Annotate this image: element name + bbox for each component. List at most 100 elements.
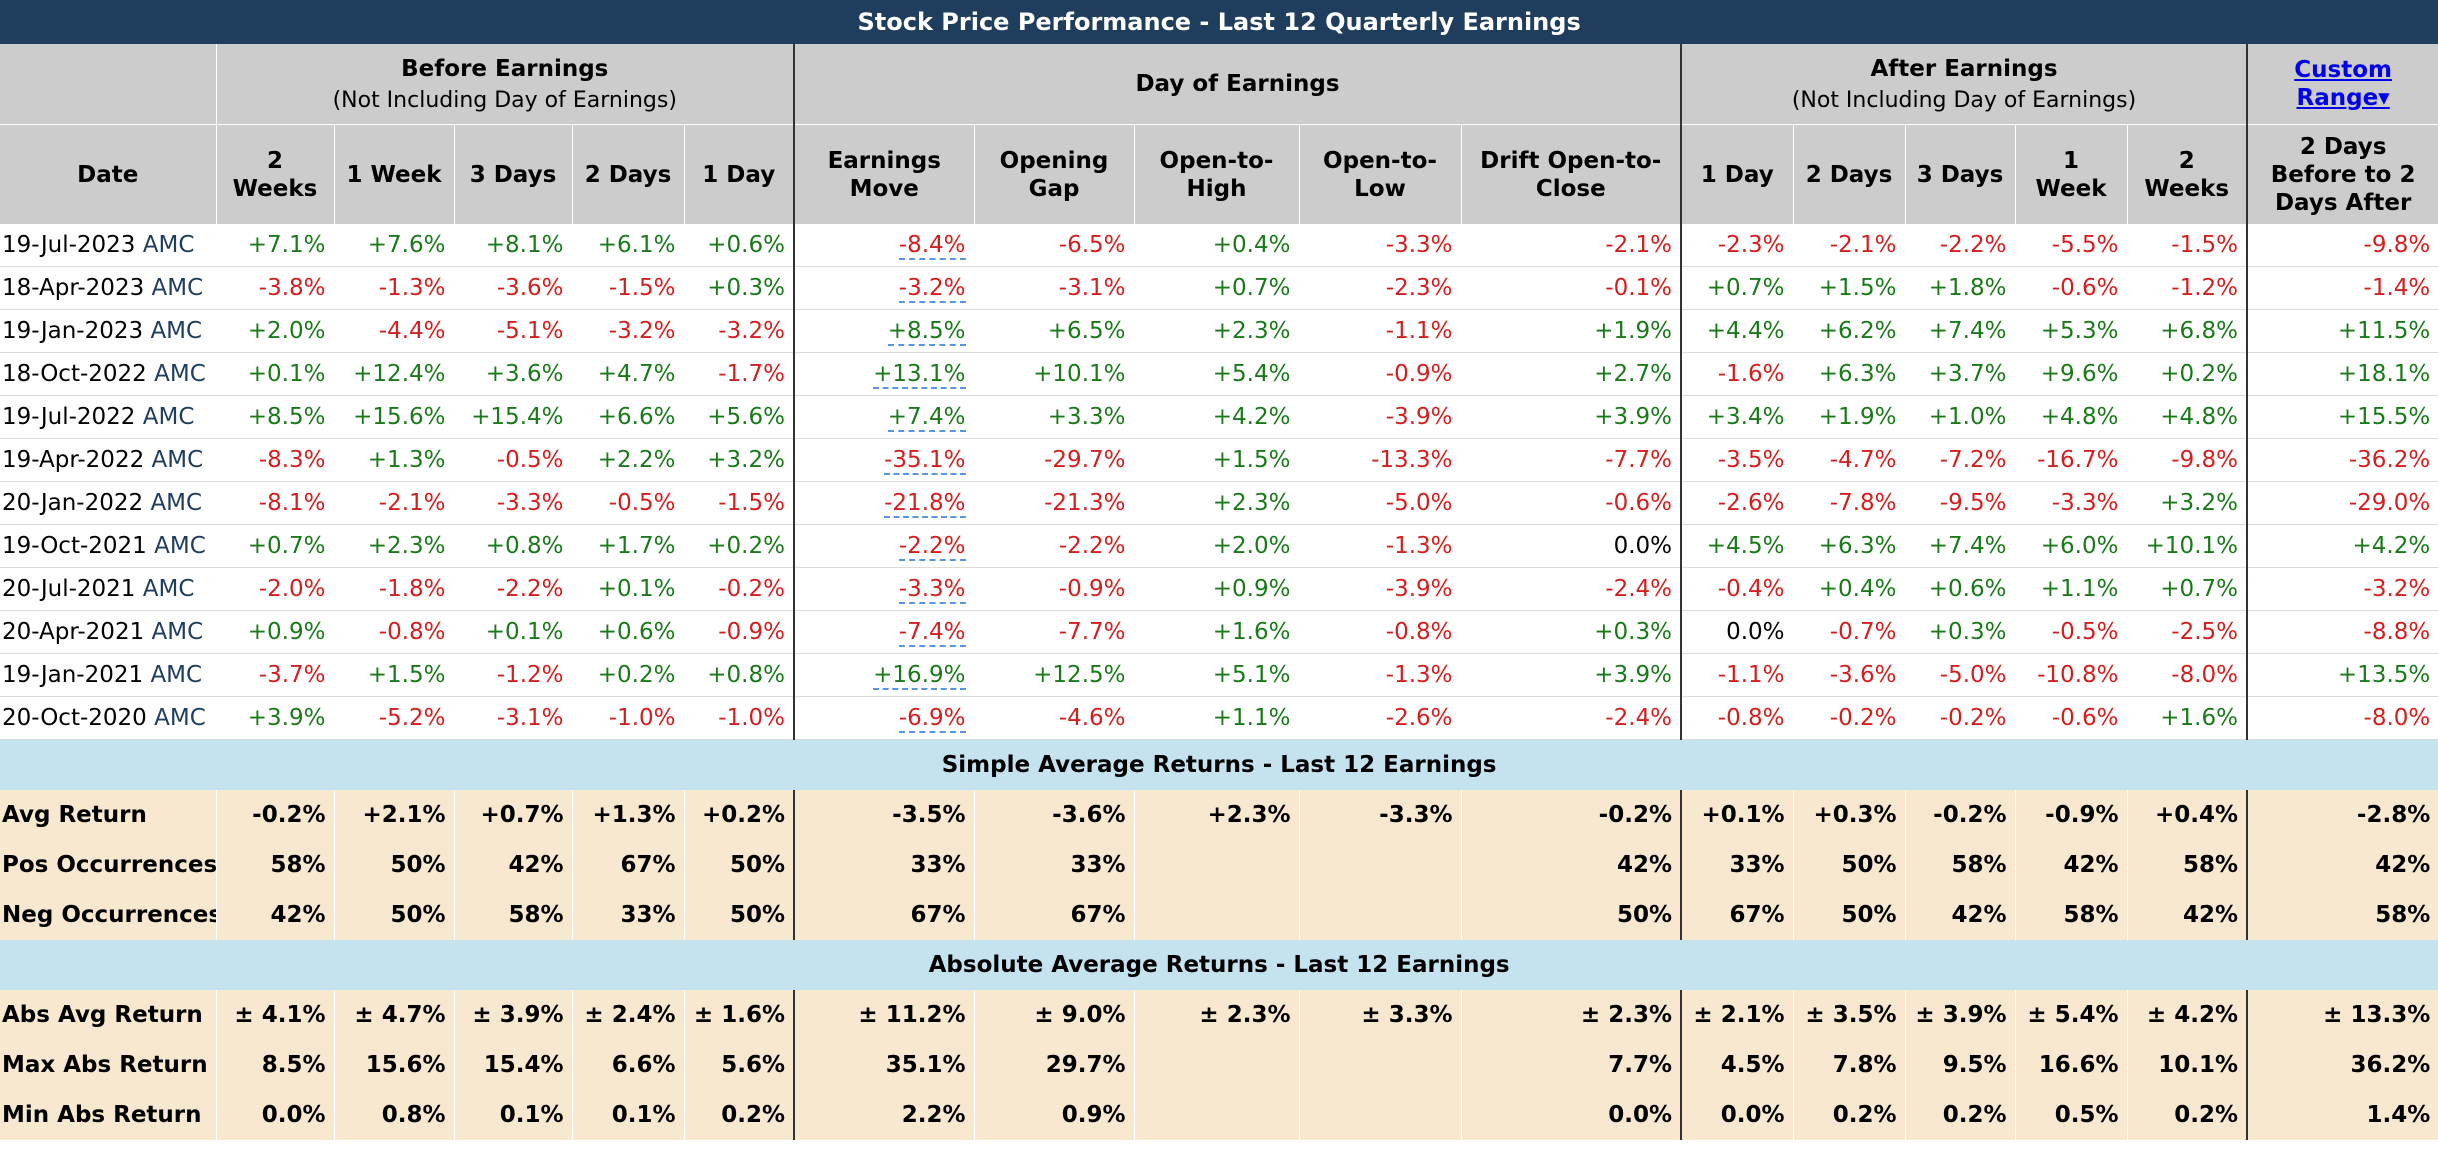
ticker-label: AMC (154, 705, 206, 731)
column-header: 1 Day (683, 124, 794, 224)
value-cell: -3.1% (973, 266, 1134, 310)
summary-row: Max Abs Return 8.5% 15.6% 15.4% 6.6% 5.6% 35.1… (0, 1040, 2438, 1090)
value-cell: +0.3% (683, 266, 794, 310)
summary-value: 0.0% (1460, 1090, 1681, 1140)
value-cell: +0.2% (683, 524, 794, 568)
summary-value: 42% (2014, 840, 2127, 890)
summary-value: ± 3.9% (1904, 990, 2015, 1040)
simple-average-header-row: Simple Average Returns - Last 12 Earning… (0, 739, 2438, 790)
earnings-move-value[interactable]: +7.4% (887, 404, 966, 432)
summary-value: 5.6% (683, 1040, 794, 1090)
summary-value (1298, 1040, 1461, 1090)
summary-value: 58% (215, 840, 334, 890)
summary-value: -3.3% (1298, 790, 1461, 840)
earnings-move-value[interactable]: -6.9% (898, 705, 966, 733)
earnings-move-cell[interactable]: +7.4% (793, 395, 974, 439)
value-cell: -1.5% (683, 481, 794, 525)
value-cell: +0.6% (1904, 567, 2015, 611)
value-cell: +0.2% (571, 653, 684, 697)
value-cell: -5.2% (333, 696, 454, 740)
earnings-move-cell[interactable]: -3.2% (793, 266, 974, 310)
summary-value: +0.7% (453, 790, 572, 840)
column-header: 3 Days (453, 124, 572, 224)
value-cell: -2.6% (1298, 696, 1461, 740)
value-cell: -3.9% (1298, 567, 1461, 611)
value-cell: -0.2% (683, 567, 794, 611)
summary-value (1133, 840, 1299, 890)
table-body: 19-Jul-2023 AMC +7.1% +7.6% +8.1% +6.1% +0.6%… (0, 224, 2438, 1140)
earnings-move-value[interactable]: -8.4% (898, 232, 966, 260)
value-cell: +1.8% (1904, 266, 2015, 310)
table-row: 19-Oct-2021 AMC +0.7% +2.3% +0.8% +1.7% +0.2%… (0, 524, 2438, 568)
earnings-date: 18-Oct-2022 (2, 361, 147, 387)
earnings-move-cell[interactable]: -35.1% (793, 438, 974, 482)
value-cell: -1.7% (683, 352, 794, 396)
earnings-move-value[interactable]: -35.1% (884, 447, 966, 475)
earnings-move-cell[interactable]: -3.3% (793, 567, 974, 611)
summary-value: ± 1.6% (683, 990, 794, 1040)
summary-value: 50% (1792, 840, 1905, 890)
value-cell: -1.0% (571, 696, 684, 740)
summary-value: 0.2% (1904, 1090, 2015, 1140)
earnings-move-value[interactable]: +13.1% (873, 361, 966, 389)
earnings-move-value[interactable]: +8.5% (887, 318, 966, 346)
earnings-move-cell[interactable]: -8.4% (793, 224, 974, 267)
value-cell: +6.6% (571, 395, 684, 439)
value-cell: +3.7% (1904, 352, 2015, 396)
earnings-move-value[interactable]: -3.2% (898, 275, 966, 303)
earnings-move-cell[interactable]: +16.9% (793, 653, 974, 697)
value-cell: +2.7% (1460, 352, 1681, 396)
earnings-move-cell[interactable]: +13.1% (793, 352, 974, 396)
value-cell: +4.7% (571, 352, 684, 396)
earnings-move-cell[interactable]: -21.8% (793, 481, 974, 525)
value-cell: +0.6% (683, 224, 794, 267)
earnings-move-value[interactable]: +16.9% (873, 662, 966, 690)
value-cell: +1.5% (333, 653, 454, 697)
summary-value: 58% (2014, 890, 2127, 940)
value-cell: +1.1% (2014, 567, 2127, 611)
value-cell: -1.3% (1298, 653, 1461, 697)
custom-range-link[interactable]: Custom Range▾ (2294, 57, 2392, 111)
ticker-label: AMC (154, 361, 206, 387)
ticker-label: AMC (150, 490, 203, 516)
earnings-move-cell[interactable]: -7.4% (793, 610, 974, 654)
value-cell: -0.5% (453, 438, 572, 482)
earnings-move-cell[interactable]: -2.2% (793, 524, 974, 568)
earnings-move-value[interactable]: -21.8% (884, 490, 966, 518)
summary-value: 42% (453, 840, 572, 890)
value-cell: -4.6% (973, 696, 1134, 740)
earnings-date: 19-Jan-2021 (2, 662, 144, 688)
group-header-empty (0, 44, 216, 125)
column-header: 2 Days Before to 2 Days After (2245, 124, 2438, 224)
summary-value: ± 2.1% (1680, 990, 1793, 1040)
summary-row: Abs Avg Return ± 4.1% ± 4.7% ± 3.9% ± 2.4% ± … (0, 990, 2438, 1040)
value-cell: +6.1% (571, 224, 684, 267)
summary-value: 50% (333, 890, 454, 940)
summary-value: 1.4% (2245, 1090, 2438, 1140)
table-row: 20-Jul-2021 AMC -2.0% -1.8% -2.2% +0.1% -0.2%… (0, 567, 2438, 611)
summary-value: 50% (1460, 890, 1681, 940)
value-cell: -8.0% (2126, 653, 2247, 697)
value-cell: -2.0% (215, 567, 334, 611)
value-cell: -21.3% (973, 481, 1134, 525)
earnings-move-cell[interactable]: +8.5% (793, 309, 974, 353)
summary-value: ± 2.3% (1460, 990, 1681, 1040)
summary-row: Pos Occurrences 58% 50% 42% 67% 50% 33% 33% 42% 3… (0, 840, 2438, 890)
value-cell: -4.7% (1792, 438, 1905, 482)
summary-value: 67% (973, 890, 1134, 940)
earnings-move-cell[interactable]: -6.9% (793, 696, 974, 740)
date-cell: 19-Jan-2021 AMC (0, 653, 216, 697)
earnings-move-value[interactable]: -3.3% (898, 576, 966, 604)
summary-value: 0.2% (1792, 1090, 1905, 1140)
value-cell: +3.2% (683, 438, 794, 482)
ticker-label: AMC (151, 275, 204, 301)
summary-value: +1.3% (571, 790, 684, 840)
value-cell: +7.4% (1904, 309, 2015, 353)
earnings-move-value[interactable]: -2.2% (898, 533, 966, 561)
summary-value: -0.2% (1460, 790, 1681, 840)
earnings-move-value[interactable]: -7.4% (898, 619, 966, 647)
value-cell: +1.1% (1133, 696, 1299, 740)
summary-value: 67% (793, 890, 974, 940)
value-cell: +1.5% (1792, 266, 1905, 310)
value-cell: -3.2% (683, 309, 794, 353)
